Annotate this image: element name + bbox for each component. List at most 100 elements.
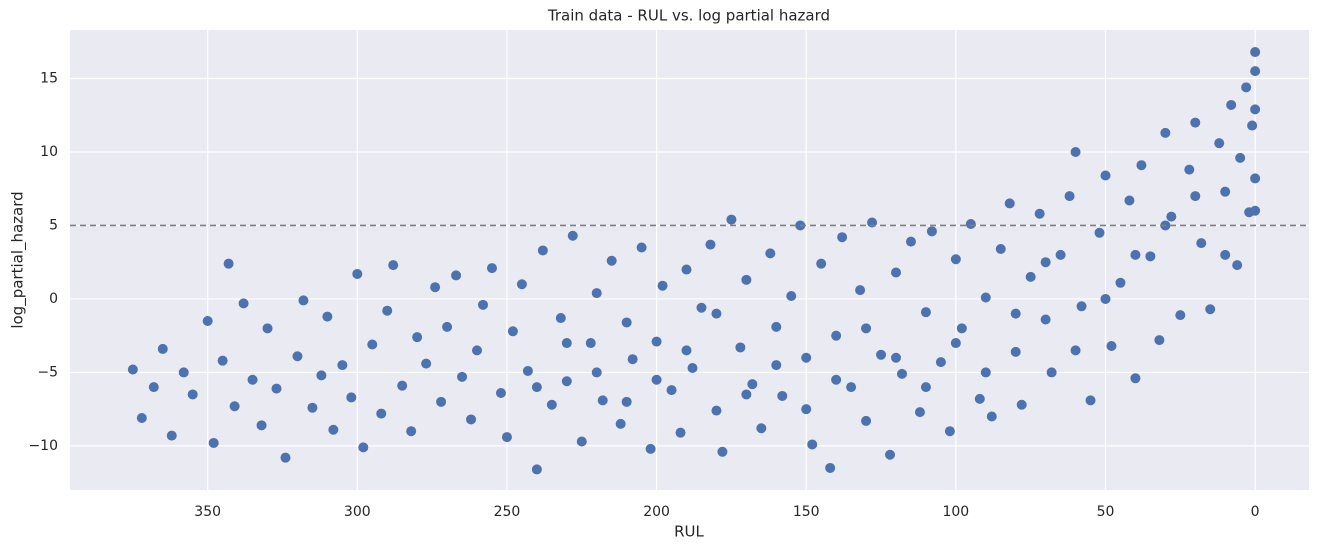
point — [451, 270, 462, 281]
point — [675, 427, 686, 438]
point — [777, 390, 788, 401]
x-tick-label: 50 — [1097, 504, 1115, 520]
point — [546, 399, 557, 410]
point — [920, 382, 931, 393]
point — [187, 389, 198, 400]
x-tick-label: 100 — [942, 504, 969, 520]
point — [645, 443, 656, 454]
point — [501, 432, 512, 443]
point — [1070, 345, 1081, 356]
point — [621, 317, 632, 328]
point — [567, 230, 578, 241]
point — [1130, 373, 1141, 384]
point — [786, 291, 797, 302]
point — [741, 274, 752, 285]
point — [1220, 186, 1231, 197]
point — [846, 382, 857, 393]
point — [861, 323, 872, 334]
point — [382, 305, 393, 316]
point — [316, 370, 327, 381]
point — [1004, 198, 1015, 209]
point — [926, 226, 937, 237]
point — [735, 342, 746, 353]
point — [522, 365, 533, 376]
point — [1040, 257, 1051, 268]
point — [681, 264, 692, 275]
point — [148, 382, 159, 393]
point — [717, 446, 728, 457]
point — [705, 239, 716, 250]
point — [1250, 104, 1261, 115]
point — [944, 426, 955, 437]
point — [621, 396, 632, 407]
point — [337, 360, 348, 371]
x-tick-label: 250 — [494, 504, 521, 520]
point — [430, 282, 441, 293]
point — [1064, 191, 1075, 202]
point — [1025, 271, 1036, 282]
point — [771, 360, 782, 371]
point — [905, 236, 916, 247]
point — [891, 352, 901, 363]
point — [636, 242, 647, 253]
point — [876, 349, 887, 360]
point — [478, 299, 488, 310]
point — [696, 302, 707, 313]
point — [1016, 399, 1027, 410]
point — [914, 407, 925, 418]
y-tick-label: 15 — [40, 70, 58, 86]
point — [166, 430, 177, 441]
point — [1250, 66, 1261, 77]
point — [855, 285, 866, 296]
point — [1046, 367, 1057, 378]
point — [127, 364, 138, 375]
point — [1010, 308, 1021, 319]
point — [950, 338, 961, 349]
point — [1184, 164, 1195, 175]
point — [555, 313, 566, 324]
point — [367, 339, 378, 350]
point — [837, 232, 848, 243]
point — [974, 393, 985, 404]
point — [591, 288, 602, 299]
y-tick-label: −10 — [28, 438, 58, 454]
point — [1010, 346, 1021, 357]
point — [1160, 127, 1171, 138]
point — [771, 321, 782, 332]
point — [1100, 293, 1111, 304]
point — [307, 402, 318, 413]
point — [1124, 195, 1135, 206]
point — [436, 396, 447, 407]
point — [178, 367, 189, 378]
point — [516, 279, 527, 290]
point — [896, 368, 907, 379]
point — [1166, 211, 1177, 222]
point — [965, 218, 976, 229]
plot-area — [70, 30, 1309, 490]
point — [1040, 314, 1051, 325]
point — [666, 385, 677, 396]
point — [1034, 208, 1045, 219]
point — [1190, 191, 1201, 202]
point — [208, 437, 219, 448]
y-tick-label: −5 — [37, 364, 58, 380]
grid — [70, 30, 1309, 490]
point — [507, 326, 518, 337]
x-tick-label: 200 — [643, 504, 670, 520]
point — [711, 405, 722, 416]
point — [229, 401, 240, 412]
point — [591, 367, 602, 378]
point — [801, 352, 812, 363]
point — [421, 358, 432, 369]
point — [397, 380, 408, 391]
point — [1190, 117, 1201, 128]
point — [358, 442, 369, 453]
point — [561, 376, 572, 387]
point — [157, 343, 168, 354]
x-tick-label: 300 — [344, 504, 371, 520]
point — [1241, 82, 1252, 93]
point — [576, 436, 587, 447]
y-tick-label: 10 — [40, 144, 58, 160]
x-axis-label: RUL — [674, 523, 704, 541]
point — [376, 408, 387, 419]
